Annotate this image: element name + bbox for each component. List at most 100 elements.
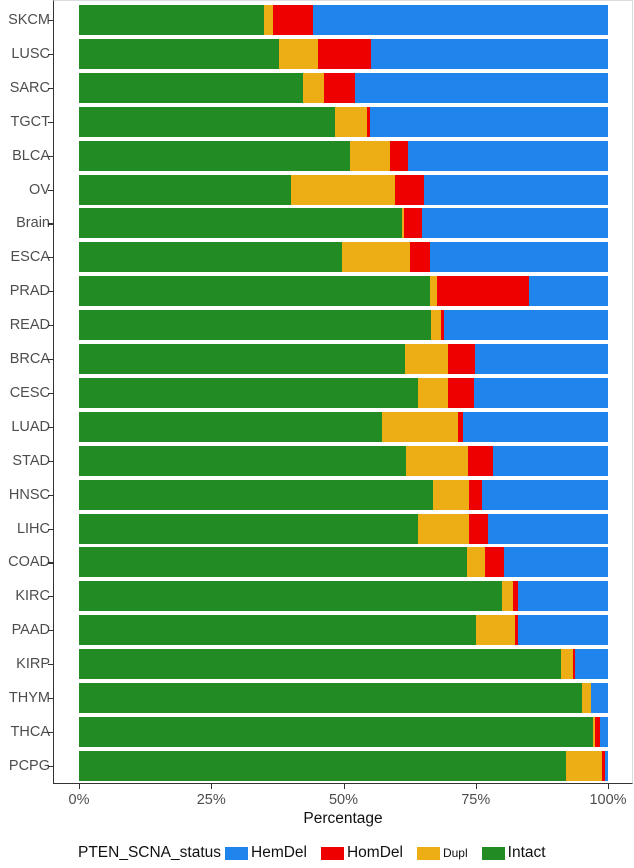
x-tick-label: 100% [589, 792, 627, 808]
legend-label: HemDel [251, 844, 307, 861]
segment-homdel [448, 343, 475, 375]
y-tick-label: READ [9, 317, 50, 334]
bar-read [79, 309, 608, 342]
y-tick [48, 562, 53, 564]
bar-thym [79, 682, 608, 714]
segment-intact [79, 546, 467, 579]
segment-intact [79, 207, 403, 240]
bar-tgct [79, 105, 608, 138]
y-tick [48, 291, 53, 293]
y-tick-label: KIRP [16, 656, 50, 673]
bar-kirc [79, 580, 608, 613]
bar-coad [79, 546, 608, 579]
x-tick-label: 50% [328, 792, 359, 808]
y-tick-label: COAD [8, 554, 50, 571]
y-tick-label: PRAD [9, 283, 50, 300]
y-tick [48, 20, 53, 22]
y-tick [48, 698, 53, 700]
segment-intact [79, 478, 433, 511]
y-tick-label: OV [29, 181, 50, 198]
legend-swatch [225, 846, 248, 860]
segment-hemdel [482, 478, 608, 511]
y-tick [48, 189, 53, 191]
segment-homdel [323, 71, 356, 104]
segment-hemdel [355, 71, 608, 104]
segment-dupl [342, 241, 410, 274]
y-tick-label: PCPG [8, 757, 50, 774]
bar-sarc [79, 71, 608, 104]
y-tick-label: SKCM [8, 12, 50, 28]
segment-dupl [581, 682, 591, 714]
segment-intact [79, 173, 292, 206]
y-tick-label: CESC [9, 384, 50, 401]
plot-panel [53, 0, 633, 784]
bar-hnsc [79, 478, 608, 511]
x-tick-label: 25% [196, 792, 226, 808]
segment-homdel [468, 478, 483, 511]
x-tick [343, 784, 345, 789]
segment-hemdel [370, 37, 608, 70]
segment-homdel [602, 749, 606, 782]
segment-hemdel [474, 343, 608, 375]
segment-homdel [457, 410, 464, 443]
y-tick [48, 359, 53, 361]
segment-intact [79, 71, 303, 104]
legend: PTEN_SCNA_status HemDel HomDel Dupl Intact [78, 844, 556, 862]
bar-thca [79, 715, 608, 748]
segment-homdel [390, 139, 409, 172]
segment-intact [79, 376, 418, 409]
segment-intact [79, 614, 476, 647]
segment-homdel [272, 4, 313, 36]
legend-item-dupl: Dupl [416, 846, 478, 860]
segment-dupl [350, 139, 391, 172]
legend-label: Intact [507, 844, 546, 861]
bar-paad [79, 614, 608, 647]
segment-homdel [469, 512, 488, 545]
bar-kirp [79, 648, 608, 681]
segment-intact [79, 648, 562, 681]
y-tick [48, 664, 53, 666]
segment-hemdel [503, 546, 608, 579]
segment-hemdel [421, 207, 608, 240]
legend-label: Dupl [442, 846, 468, 860]
segment-hemdel [430, 241, 608, 274]
bar-lusc [79, 37, 608, 70]
legend-swatch [320, 846, 344, 860]
y-tick [48, 392, 53, 395]
segment-hemdel [408, 139, 608, 172]
bar-luad [79, 410, 608, 443]
y-tick [48, 325, 53, 327]
segment-intact [79, 105, 336, 138]
x-tick [79, 784, 81, 789]
segment-dupl [381, 410, 458, 443]
segment-hemdel [599, 715, 608, 748]
bar-skcm [79, 4, 608, 36]
y-tick-label: STAD [12, 452, 50, 469]
y-tick-label: HNSC [8, 486, 50, 503]
segment-dupl [565, 749, 603, 782]
x-tick [211, 784, 213, 789]
x-tick-label: 0% [68, 792, 90, 808]
segment-homdel [515, 614, 519, 647]
segment-dupl [432, 478, 469, 511]
y-tick-label: BRCA [9, 351, 50, 367]
y-tick [48, 460, 53, 462]
segment-hemdel [424, 173, 608, 206]
segment-dupl [278, 37, 319, 70]
y-tick-label: BLCA [12, 147, 50, 164]
bar-lihc [79, 512, 608, 545]
legend-swatch [416, 846, 440, 860]
segment-intact [79, 4, 265, 36]
y-tick-label: TGCT [10, 113, 50, 130]
segment-hemdel [487, 512, 608, 545]
legend-item-homdel: HomDel [320, 844, 413, 862]
y-tick [48, 87, 53, 89]
segment-homdel [437, 275, 530, 308]
x-tick-label: 75% [461, 792, 491, 808]
y-tick [48, 494, 53, 496]
segment-homdel [513, 580, 519, 613]
segment-homdel [441, 309, 444, 342]
segment-hemdel [463, 410, 608, 443]
y-tick-label: LIHC [16, 520, 50, 537]
segment-hemdel [529, 275, 608, 308]
